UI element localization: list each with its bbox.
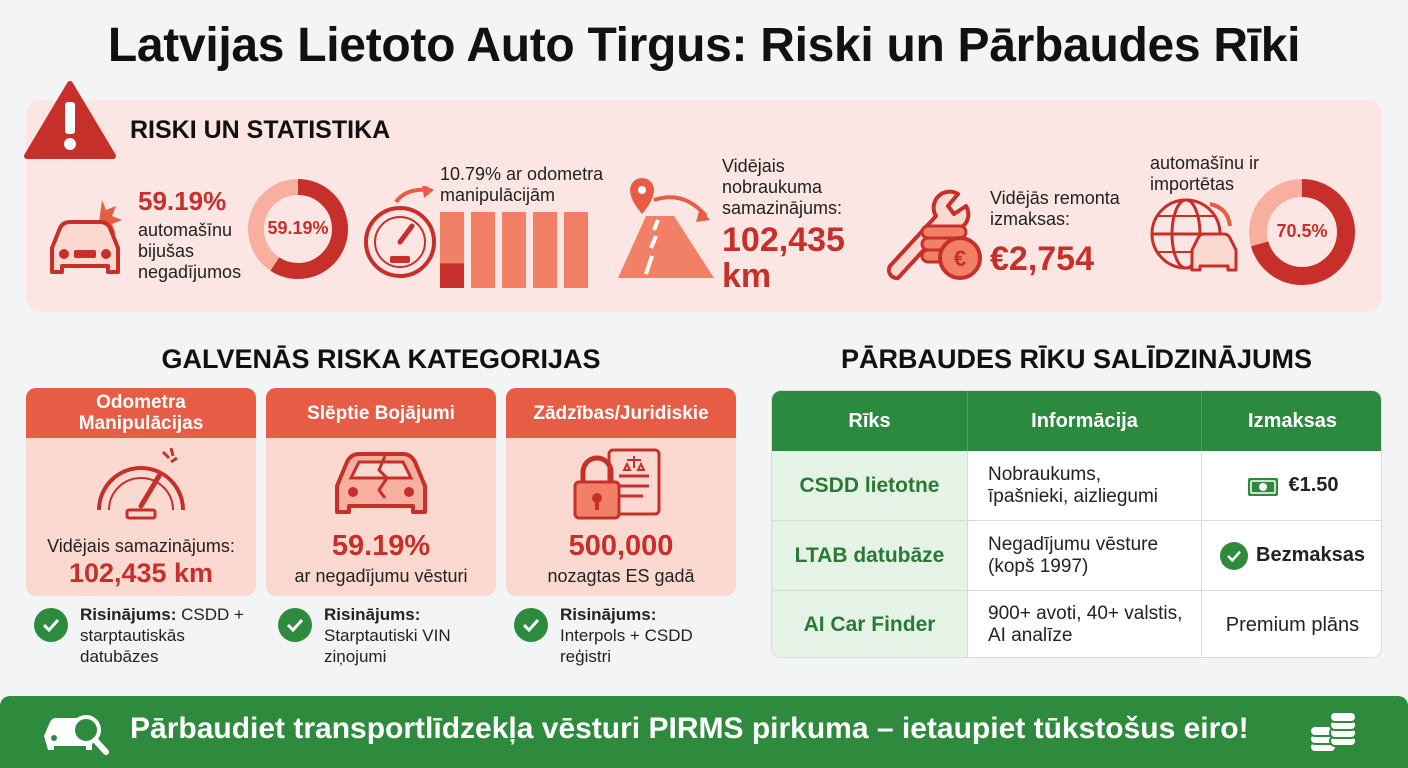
- repair-text: Vidējās remonta izmaksas:: [990, 188, 1120, 229]
- tool-cost: €1.50: [1202, 451, 1381, 521]
- import-donut: [1249, 179, 1355, 285]
- odometer-bar: [471, 212, 495, 288]
- risk-card-line: nozagtas ES gadā: [547, 566, 695, 586]
- crashed-car-icon: [50, 200, 122, 274]
- check-icon: [34, 608, 68, 642]
- header-cost: Izmaksas: [1202, 391, 1381, 451]
- comparison-heading: PĀRBAUDES RĪKU SALĪDZINĀJUMS: [840, 344, 1313, 374]
- check-icon: [514, 608, 548, 642]
- import-text: automašīnu ir importētas: [1150, 153, 1260, 194]
- tool-info: Nobraukums, īpašnieki, aizliegumi: [968, 451, 1202, 521]
- risk-card-value: 102,435 km: [68, 558, 214, 588]
- categories-heading: GALVENĀS RISKA KATEGORIJAS: [161, 344, 601, 374]
- check-icon: [278, 608, 312, 642]
- accident-donut: [248, 179, 348, 279]
- coins-icon: [1309, 711, 1357, 753]
- wrench-coins-icon: €: [886, 189, 982, 281]
- odometer-bar: [564, 212, 588, 288]
- tool-cost: Bezmaksas: [1202, 521, 1381, 591]
- solution-odometer: Risinājums: CSDD + starptautiskās datubāze…: [34, 604, 244, 667]
- accident-value: 59.19%: [138, 186, 227, 216]
- odometer-bar-chart: [440, 212, 588, 288]
- page-title: Latvijas Lietoto Auto Tirgus: Riski un P…: [107, 19, 1301, 72]
- damaged-car-icon: [335, 452, 427, 514]
- risk-card-value: 59.19%: [331, 530, 431, 562]
- risk-card-damage: Slēptie Bojājumi 59.19% ar negadījumu vē…: [266, 388, 496, 596]
- globe-car-icon: [1150, 198, 1238, 272]
- tool-cost: Premium plāns: [1225, 613, 1360, 636]
- header-tool: Rīks: [772, 391, 968, 451]
- table-row: CSDD lietotne Nobraukums, īpašnieki, aizl…: [772, 451, 1381, 521]
- risk-card-odometer: Odometra Manipulācijas Vidējais samazināj…: [26, 388, 256, 596]
- risk-card-title: Zādzības/Juridiskie: [506, 388, 736, 438]
- warning-icon: [24, 81, 116, 159]
- tool-name: AI Car Finder: [772, 591, 968, 657]
- odometer-text: 10.79% ar odometra manipulācijām: [440, 164, 604, 205]
- tool-name: LTAB datubāze: [772, 521, 968, 591]
- table-row: LTAB datubāze Negadījumu vēsture (kopš 19…: [772, 521, 1381, 591]
- comparison-table: Rīks Informācija Izmaksas CSDD lietotne …: [771, 390, 1382, 658]
- lock-document-icon: [573, 448, 661, 520]
- tool-info: 900+ avoti, 40+ valstis, AI analīze: [968, 591, 1202, 657]
- risk-card-line: Vidējais samazinājums:: [47, 536, 235, 556]
- solution-theft: Risinājums: Interpols + CSDD reģistri: [514, 604, 693, 667]
- speedometer-icon: [97, 447, 185, 520]
- solution-damage: Risinājums: Starptautiski VIN ziņojumi: [278, 604, 451, 667]
- risk-card-value: 500,000: [568, 530, 674, 562]
- table-header-row: Rīks Informācija Izmaksas: [772, 391, 1381, 451]
- accident-text: automašīnu bijušas negadījumos: [138, 220, 242, 282]
- odometer-bar: [502, 212, 526, 288]
- header-info: Informācija: [968, 391, 1202, 451]
- mileage-text: Vidējais nobraukuma samazinājums:: [722, 156, 843, 218]
- car-search-icon: [44, 715, 109, 755]
- road-icon: [618, 178, 714, 278]
- footer-text: Pārbaudiet transportlīdzekļa vēsturi PIR…: [130, 712, 1249, 745]
- tool-name: CSDD lietotne: [772, 451, 968, 521]
- risk-card-title: Odometra Manipulācijas: [26, 388, 256, 438]
- odometer-bar-manipulated: [440, 263, 464, 288]
- check-icon: [1220, 541, 1249, 570]
- odometer-icon: [364, 186, 436, 278]
- table-row: AI Car Finder 900+ avoti, 40+ valstis, AI…: [772, 591, 1381, 657]
- risk-card-title: Slēptie Bojājumi: [266, 388, 496, 438]
- odometer-bar: [533, 212, 557, 288]
- svg-text:€: €: [954, 246, 966, 271]
- accident-donut-label: 59.19%: [267, 218, 329, 238]
- mileage-value: 102,435 km: [722, 221, 845, 295]
- tool-info: Negadījumu vēsture (kopš 1997): [968, 521, 1202, 591]
- money-icon: [1248, 477, 1279, 496]
- repair-value: €2,754: [990, 240, 1094, 278]
- import-donut-label: 70.5%: [1276, 221, 1328, 241]
- stats-heading: RISKI UN STATISTIKA: [130, 116, 391, 144]
- risk-card-theft: Zādzības/Juridiskie 500,000 nozagtas ES …: [506, 388, 736, 596]
- risk-card-line: ar negadījumu vēsturi: [294, 566, 468, 586]
- footer-banner: Pārbaudiet transportlīdzekļa vēsturi PIR…: [0, 696, 1408, 768]
